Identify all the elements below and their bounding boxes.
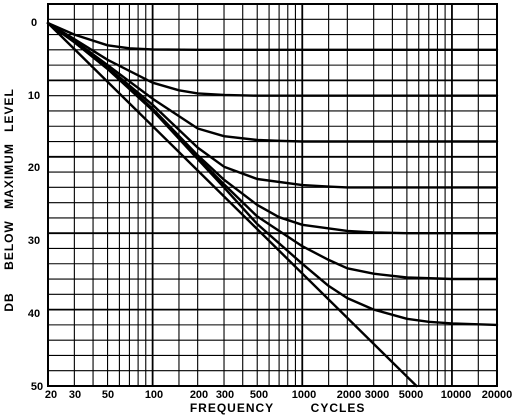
response-curve-3 bbox=[46, 21, 499, 143]
y-axis-word-level: LEVEL bbox=[2, 88, 16, 132]
y-tick-label: 30 bbox=[28, 235, 40, 247]
x-tick-label: 1000 bbox=[292, 389, 316, 401]
y-tick-label: 10 bbox=[28, 90, 40, 102]
plot-border bbox=[47, 3, 498, 387]
x-axis-word-frequency: FREQUENCY bbox=[190, 401, 274, 415]
y-tick-label: 0 bbox=[31, 17, 37, 29]
x-tick-label: 3000 bbox=[365, 389, 389, 401]
y-axis-word-maximum: MAXIMUM bbox=[2, 143, 16, 209]
response-curve-8 bbox=[46, 21, 418, 388]
x-tick-label: 200 bbox=[190, 389, 208, 401]
y-axis-label: DB BELOW MAXIMUM LEVEL bbox=[2, 88, 16, 312]
y-tick-label: 20 bbox=[28, 162, 40, 174]
y-axis-word-below: BELOW bbox=[2, 220, 16, 270]
response-curve-1 bbox=[46, 21, 499, 51]
plot-background bbox=[48, 4, 497, 386]
x-tick-label: 2000 bbox=[337, 389, 361, 401]
x-tick-label: 20 bbox=[45, 389, 57, 401]
x-tick-label: 50 bbox=[102, 389, 114, 401]
x-tick-labels: 20 30 50 100 200 300 500 1000 2000 3000 … bbox=[45, 389, 512, 401]
x-axis-label: FREQUENCY CYCLES bbox=[190, 401, 366, 415]
x-axis-word-cycles: CYCLES bbox=[311, 401, 366, 415]
x-tick-label: 300 bbox=[216, 389, 234, 401]
x-tick-label: 30 bbox=[69, 389, 81, 401]
response-curve-2 bbox=[46, 21, 499, 97]
x-tick-label: 20000 bbox=[482, 389, 513, 401]
x-tick-label: 500 bbox=[250, 389, 268, 401]
y-axis-word-db: DB bbox=[2, 292, 16, 311]
response-curve-7 bbox=[46, 21, 499, 327]
plot-area bbox=[46, 3, 499, 388]
y-tick-labels: 0 10 20 30 40 50 bbox=[28, 17, 43, 393]
x-tick-label: 5000 bbox=[399, 389, 423, 401]
y-tick-label: 40 bbox=[28, 308, 40, 320]
series-group bbox=[46, 21, 499, 388]
x-tick-label: 100 bbox=[145, 389, 163, 401]
x-tick-label: 10000 bbox=[441, 389, 472, 401]
y-tick-label: 50 bbox=[31, 381, 43, 393]
